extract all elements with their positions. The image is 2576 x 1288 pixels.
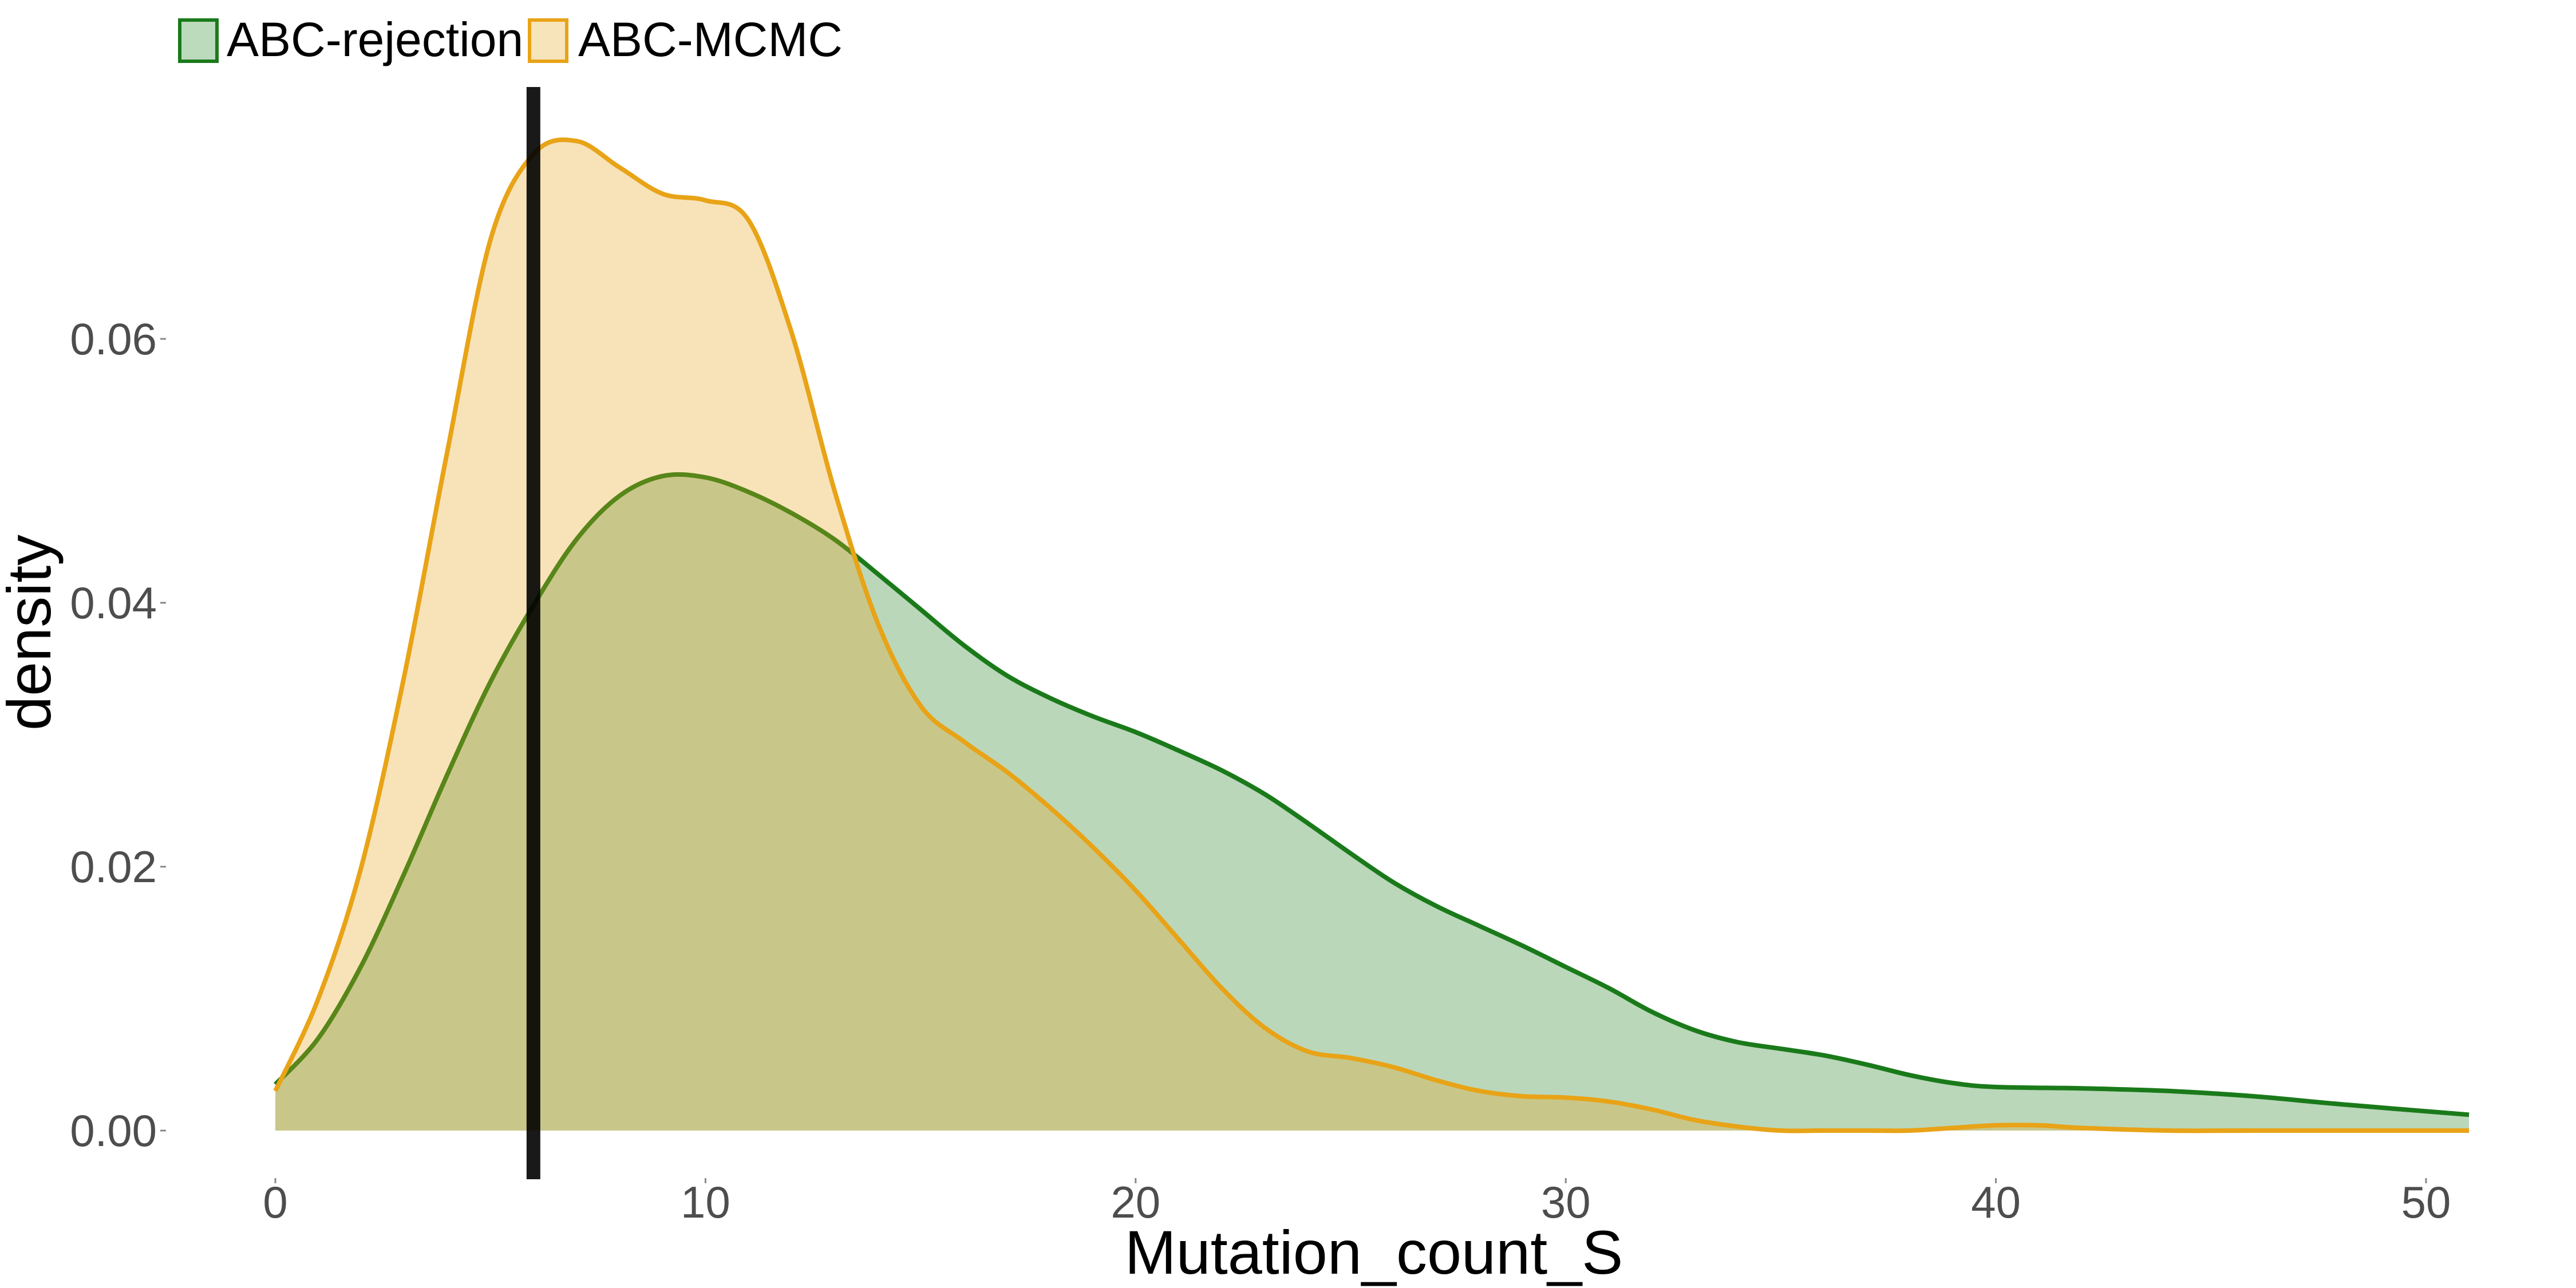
y-tick-label: 0.00 xyxy=(70,1105,157,1156)
legend: ABC-rejection ABC-MCMC xyxy=(178,13,843,66)
y-tick-label: 0.04 xyxy=(70,578,157,628)
x-tick-label: 10 xyxy=(681,1177,730,1227)
legend-label-abc-rejection: ABC-rejection xyxy=(227,13,523,66)
x-tick-label: 0 xyxy=(263,1177,287,1227)
legend-label-abc-mcmc: ABC-MCMC xyxy=(578,13,843,66)
series-area-abc-rejection xyxy=(275,474,2470,1131)
y-tick-label: 0.06 xyxy=(70,314,157,364)
y-axis-title: density xyxy=(0,535,64,730)
series-line-abc-mcmc xyxy=(273,137,2470,1133)
series-area-abc-mcmc xyxy=(275,140,2470,1131)
y-tick-label: 0.02 xyxy=(70,841,157,892)
plot-area xyxy=(273,87,2470,1179)
x-axis-title: Mutation_count_S xyxy=(1125,1218,1623,1287)
x-tick-label: 50 xyxy=(2401,1177,2451,1227)
x-tick-label: 40 xyxy=(1971,1177,2021,1227)
axes: 0 10 20 30 40 50 0.00 0.02 0.04 0.06 xyxy=(70,314,2451,1227)
legend-swatch-abc-mcmc xyxy=(528,18,568,63)
x-tick-label: 20 xyxy=(1111,1177,1160,1227)
series-line-abc-rejection xyxy=(274,472,2470,1117)
legend-swatch-abc-rejection xyxy=(178,18,219,63)
x-tick-label: 30 xyxy=(1541,1177,1591,1227)
